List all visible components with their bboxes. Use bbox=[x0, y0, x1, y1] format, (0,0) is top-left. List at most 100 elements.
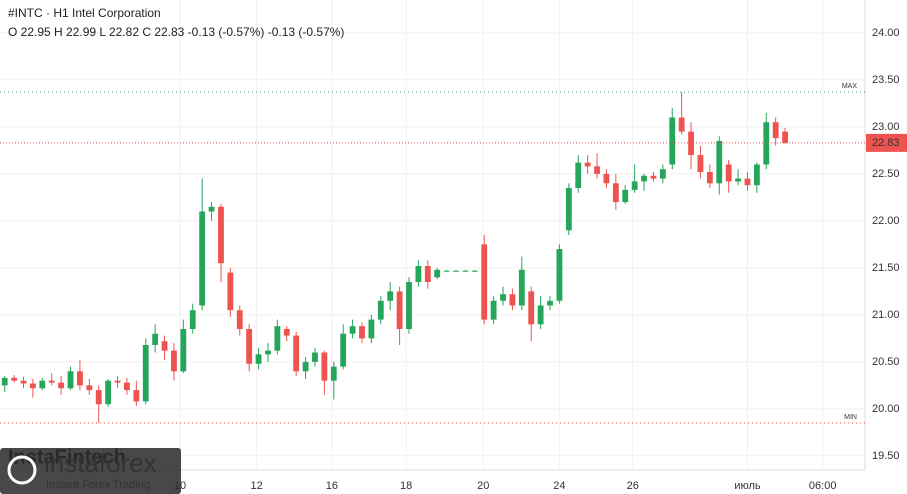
candle-body bbox=[396, 291, 403, 329]
candle-body bbox=[678, 117, 685, 132]
candle-body bbox=[86, 385, 93, 391]
candle-body bbox=[218, 206, 224, 264]
candle-body bbox=[716, 141, 723, 184]
candle-body bbox=[782, 131, 788, 143]
candle-body bbox=[735, 178, 741, 182]
candle-body bbox=[349, 326, 356, 334]
candle-body bbox=[669, 117, 676, 165]
candle-body bbox=[180, 329, 187, 372]
candle-body bbox=[77, 371, 83, 386]
y-tick-label: 23.50 bbox=[872, 74, 900, 86]
candle-body bbox=[424, 266, 431, 282]
y-tick-label: 20.00 bbox=[872, 403, 900, 415]
candle-body bbox=[189, 310, 196, 329]
x-tick-label: 20 bbox=[477, 480, 489, 492]
candle-body bbox=[48, 380, 55, 383]
candle-body bbox=[528, 291, 535, 325]
candle-body bbox=[706, 172, 713, 184]
candle-body bbox=[744, 178, 751, 186]
x-tick-label: 26 bbox=[627, 480, 639, 492]
candle-body bbox=[518, 269, 525, 306]
candle-body bbox=[67, 371, 74, 389]
symbol-title: #INTC · H1 Intel Corporation bbox=[8, 6, 161, 20]
candle-body bbox=[537, 305, 544, 325]
y-tick-label: 24.00 bbox=[872, 27, 900, 39]
candle-body bbox=[208, 206, 215, 212]
candle-body bbox=[725, 164, 732, 182]
candle-body bbox=[565, 188, 572, 231]
candle-body bbox=[547, 300, 553, 306]
candle-body bbox=[124, 382, 130, 391]
candle-body bbox=[697, 155, 704, 173]
candle-body bbox=[227, 272, 234, 311]
candle-body bbox=[142, 344, 149, 402]
candle-body bbox=[453, 270, 459, 272]
candle-body bbox=[152, 333, 159, 345]
candle-body bbox=[274, 326, 281, 351]
candle-body bbox=[772, 122, 779, 139]
candle-body bbox=[622, 189, 629, 203]
y-tick-label: 22.00 bbox=[872, 215, 900, 227]
candle-body bbox=[500, 294, 506, 301]
candle-body bbox=[29, 383, 36, 389]
candle-body bbox=[95, 390, 102, 405]
candle-body bbox=[171, 350, 177, 372]
candle-body bbox=[161, 341, 168, 351]
candle-body bbox=[443, 270, 450, 272]
candle-body bbox=[415, 266, 422, 282]
candle-body bbox=[575, 162, 582, 188]
price-tag bbox=[866, 133, 907, 152]
candle-body bbox=[265, 350, 271, 355]
candle-body bbox=[688, 131, 694, 156]
candle-body bbox=[255, 354, 262, 364]
candle-body bbox=[340, 333, 347, 367]
candle-body bbox=[199, 211, 206, 306]
logo-icon bbox=[7, 455, 37, 485]
logo-box bbox=[0, 448, 181, 494]
candle-body bbox=[105, 380, 112, 405]
x-tick-label: 16 bbox=[326, 480, 338, 492]
logo-tagline: Instant Forex Trading bbox=[46, 479, 150, 491]
min-line-label: MIN bbox=[844, 414, 857, 421]
x-tick-label: 12 bbox=[251, 480, 263, 492]
candle-body bbox=[753, 164, 760, 186]
candle-body bbox=[359, 326, 365, 339]
x-tick-label: июль bbox=[734, 480, 761, 492]
candle-body bbox=[321, 352, 328, 381]
candle-body bbox=[594, 166, 600, 174]
x-tick-label: 18 bbox=[400, 480, 412, 492]
candle-body bbox=[58, 382, 65, 389]
x-tick-label: 06:00 bbox=[809, 480, 837, 492]
candle-body bbox=[641, 175, 647, 182]
candle-body bbox=[603, 173, 610, 184]
candle-body bbox=[302, 361, 309, 372]
candle-body bbox=[236, 310, 243, 329]
candle-body bbox=[20, 380, 27, 384]
candle-body bbox=[406, 282, 412, 329]
candle-body bbox=[377, 300, 384, 320]
candle-body bbox=[368, 319, 375, 339]
candle-body bbox=[330, 366, 337, 381]
candle-body bbox=[612, 183, 619, 203]
logo-name: instaforex bbox=[44, 448, 157, 478]
candle-body bbox=[584, 162, 591, 167]
candle-body bbox=[246, 329, 253, 364]
candle-body bbox=[631, 181, 638, 190]
y-tick-label: 20.50 bbox=[872, 356, 900, 368]
candle-body bbox=[650, 175, 657, 179]
candle-body bbox=[387, 291, 394, 301]
candle-body bbox=[11, 377, 18, 381]
candle-body bbox=[133, 390, 140, 402]
y-tick-label: 19.50 bbox=[872, 450, 900, 462]
candle-body bbox=[462, 270, 469, 272]
candle-body bbox=[556, 249, 563, 301]
candle-body bbox=[312, 352, 318, 362]
candle-body bbox=[471, 270, 478, 272]
max-line-label: MAX bbox=[842, 83, 858, 90]
candle-body bbox=[509, 294, 516, 306]
candle-body bbox=[490, 300, 497, 320]
price-tag-label: 22.83 bbox=[872, 137, 900, 149]
